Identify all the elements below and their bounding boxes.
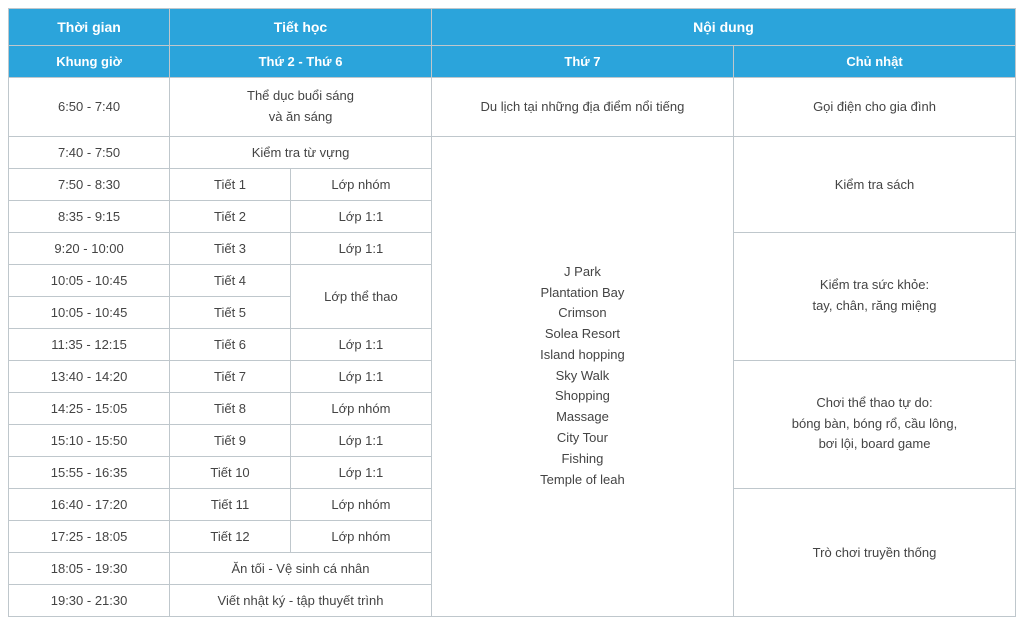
col-sat: Thứ 7 <box>431 46 733 78</box>
col-weekday: Thứ 2 - Thứ 6 <box>170 46 432 78</box>
cell-class: Lớp 1:1 <box>290 456 431 488</box>
schedule-table: Thời gian Tiết học Nội dung Khung giờ Th… <box>8 8 1016 617</box>
col-content: Nội dung <box>431 9 1015 46</box>
cell-time: 7:50 - 8:30 <box>9 168 170 200</box>
table-row: 7:40 - 7:50 Kiểm tra từ vựng J ParkPlant… <box>9 136 1016 168</box>
cell-class: Lớp 1:1 <box>290 360 431 392</box>
cell-time: 13:40 - 14:20 <box>9 360 170 392</box>
cell-time: 15:55 - 16:35 <box>9 456 170 488</box>
cell-class: Lớp 1:1 <box>290 200 431 232</box>
cell-class: Lớp thể thao <box>290 264 431 328</box>
cell-class: Lớp 1:1 <box>290 424 431 456</box>
cell-weekday: Ăn tối - Vệ sinh cá nhân <box>170 552 432 584</box>
cell-time: 8:35 - 9:15 <box>9 200 170 232</box>
cell-time: 10:05 - 10:45 <box>9 264 170 296</box>
cell-weekday: Viết nhật ký - tập thuyết trình <box>170 584 432 616</box>
cell-class: Lớp nhóm <box>290 488 431 520</box>
cell-class: Lớp nhóm <box>290 520 431 552</box>
cell-time: 18:05 - 19:30 <box>9 552 170 584</box>
table-row: 6:50 - 7:40 Thể dục buổi sángvà ăn sáng … <box>9 78 1016 137</box>
cell-period: Tiết 5 <box>170 296 291 328</box>
cell-sat: Du lịch tại những địa điểm nổi tiếng <box>431 78 733 137</box>
cell-time: 19:30 - 21:30 <box>9 584 170 616</box>
col-sun: Chủ nhật <box>734 46 1016 78</box>
cell-class: Lớp 1:1 <box>290 328 431 360</box>
cell-period: Tiết 1 <box>170 168 291 200</box>
cell-sun: Trò chơi truyền thống <box>734 488 1016 616</box>
cell-class: Lớp nhóm <box>290 392 431 424</box>
cell-period: Tiết 7 <box>170 360 291 392</box>
cell-weekday: Thể dục buổi sángvà ăn sáng <box>170 78 432 137</box>
cell-time: 7:40 - 7:50 <box>9 136 170 168</box>
cell-sun: Chơi thể thao tự do:bóng bàn, bóng rổ, c… <box>734 360 1016 488</box>
cell-time: 17:25 - 18:05 <box>9 520 170 552</box>
cell-sun: Kiểm tra sức khỏe:tay, chân, răng miệng <box>734 232 1016 360</box>
cell-period: Tiết 6 <box>170 328 291 360</box>
header-row-1: Thời gian Tiết học Nội dung <box>9 9 1016 46</box>
cell-time: 16:40 - 17:20 <box>9 488 170 520</box>
col-time: Thời gian <box>9 9 170 46</box>
cell-sun: Kiểm tra sách <box>734 136 1016 232</box>
cell-time: 9:20 - 10:00 <box>9 232 170 264</box>
cell-period: Tiết 10 <box>170 456 291 488</box>
cell-time: 15:10 - 15:50 <box>9 424 170 456</box>
header-row-2: Khung giờ Thứ 2 - Thứ 6 Thứ 7 Chủ nhật <box>9 46 1016 78</box>
cell-sat-list: J ParkPlantation BayCrimsonSolea ResortI… <box>431 136 733 616</box>
col-slot: Khung giờ <box>9 46 170 78</box>
cell-time: 10:05 - 10:45 <box>9 296 170 328</box>
cell-period: Tiết 9 <box>170 424 291 456</box>
cell-time: 11:35 - 12:15 <box>9 328 170 360</box>
cell-period: Tiết 2 <box>170 200 291 232</box>
cell-class: Lớp 1:1 <box>290 232 431 264</box>
cell-sun: Gọi điện cho gia đình <box>734 78 1016 137</box>
cell-time: 6:50 - 7:40 <box>9 78 170 137</box>
cell-period: Tiết 4 <box>170 264 291 296</box>
cell-period: Tiết 12 <box>170 520 291 552</box>
cell-period: Tiết 8 <box>170 392 291 424</box>
col-period: Tiết học <box>170 9 432 46</box>
cell-time: 14:25 - 15:05 <box>9 392 170 424</box>
cell-weekday: Kiểm tra từ vựng <box>170 136 432 168</box>
cell-class: Lớp nhóm <box>290 168 431 200</box>
cell-period: Tiết 11 <box>170 488 291 520</box>
cell-period: Tiết 3 <box>170 232 291 264</box>
